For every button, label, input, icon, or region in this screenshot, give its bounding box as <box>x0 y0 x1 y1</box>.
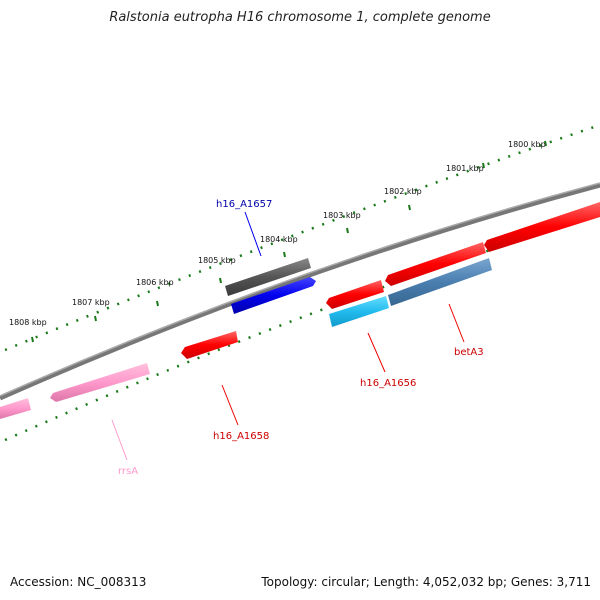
gene-h16-A1658[interactable] <box>181 331 238 359</box>
gene-red-left-of-betA3[interactable] <box>326 280 384 309</box>
gene-h16-A1656-top[interactable] <box>385 242 486 286</box>
scale-labels: 1800 kbp 1801 kbp 1802 kbp 1803 kbp 1804… <box>9 140 546 327</box>
leader-h16-A1658 <box>221 384 239 426</box>
leader-betA3 <box>448 303 465 343</box>
gene-h16-A1657-arrow[interactable] <box>231 277 316 314</box>
gene-label-betA3[interactable]: betA3 <box>454 347 484 358</box>
leader-h16-A1656 <box>367 332 386 373</box>
scale-label: 1802 kbp <box>384 187 422 196</box>
scale-label: 1805 kbp <box>198 256 236 265</box>
outer-scale-track <box>4 123 600 352</box>
gene-h16-A1656-bottom[interactable] <box>329 296 389 327</box>
gene-h16-A1657-block[interactable] <box>225 258 311 296</box>
gene-rrsA[interactable] <box>50 363 150 402</box>
leader-h16-A1657 <box>244 211 262 257</box>
scale-label: 1806 kbp <box>136 278 174 287</box>
accession-text: Accession: NC_008313 <box>10 575 147 589</box>
scale-label: 1807 kbp <box>72 298 110 307</box>
scale-label: 1801 kbp <box>446 164 484 173</box>
inner-scale-track <box>4 213 600 442</box>
gene-label-h16-A1657[interactable]: h16_A1657 <box>216 199 272 210</box>
scale-label: 1804 kbp <box>260 235 298 244</box>
gene-label-rrsA[interactable]: rrsA <box>118 466 138 477</box>
genome-title: Ralstonia eutropha H16 chromosome 1, com… <box>109 10 491 25</box>
gene-pink-left[interactable] <box>0 398 31 419</box>
outer-major-ticks <box>31 140 547 343</box>
scale-label: 1800 kbp <box>508 140 546 149</box>
gene-betA3[interactable] <box>388 258 492 306</box>
scale-label: 1808 kbp <box>9 318 47 327</box>
chromosome-backbone <box>0 182 600 401</box>
gene-label-h16-A1658[interactable]: h16_A1658 <box>213 431 269 442</box>
leader-rrsA <box>111 419 128 461</box>
gene-forward-red-right[interactable] <box>484 202 600 252</box>
gene-label-h16-A1656[interactable]: h16_A1656 <box>360 378 416 389</box>
scale-label: 1803 kbp <box>323 211 361 220</box>
topology-text: Topology: circular; Length: 4,052,032 bp… <box>261 575 591 589</box>
